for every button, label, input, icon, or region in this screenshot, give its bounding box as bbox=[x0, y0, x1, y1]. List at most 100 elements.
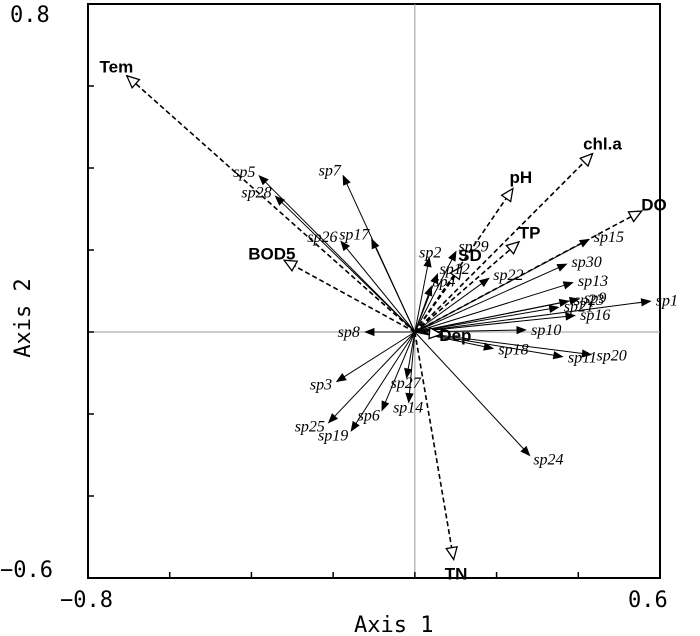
species-label: sp10 bbox=[531, 322, 561, 339]
environmental-label: pH bbox=[509, 168, 532, 187]
species-arrow-sp14 bbox=[408, 331, 416, 402]
species-arrow-sp16 bbox=[414, 315, 575, 333]
environmental-arrow-TP bbox=[414, 241, 520, 333]
species-label: sp4 bbox=[433, 273, 455, 290]
species-arrowhead-sp29 bbox=[448, 250, 457, 262]
species-arrowhead-sp26 bbox=[340, 240, 351, 252]
species-label: sp18 bbox=[498, 342, 528, 359]
environmental-arrowhead-BOD5 bbox=[282, 259, 299, 273]
species-labels: sp1 sp2 sp3 sp4 sp5 sp6 sp7 sp8 sp9 sp10 sp11 sp12 s… bbox=[233, 163, 678, 469]
species-arrowhead-sp25 bbox=[327, 413, 339, 424]
species-label: sp2 bbox=[419, 244, 441, 261]
species-arrowhead-sp3 bbox=[335, 373, 347, 383]
species-arrow-sp5 bbox=[259, 175, 416, 333]
environmental-arrows bbox=[125, 74, 643, 562]
species-label: sp23 bbox=[574, 292, 604, 309]
species-arrow-sp23 bbox=[414, 300, 569, 333]
environmental-label: TP bbox=[519, 224, 541, 243]
species-label: sp12 bbox=[440, 261, 470, 278]
species-label: sp21 bbox=[564, 298, 594, 315]
species-arrow-sp26 bbox=[340, 241, 416, 333]
species-arrowhead-sp22 bbox=[478, 277, 490, 288]
environmental-arrowhead-SD bbox=[449, 265, 463, 281]
species-arrowhead-sp20 bbox=[581, 349, 593, 358]
environmental-arrowhead-Dep bbox=[428, 326, 443, 340]
species-arrow-sp19 bbox=[351, 331, 416, 431]
species-arrow-sp13 bbox=[414, 282, 573, 333]
species-arrowhead-sp2 bbox=[423, 256, 432, 268]
species-label: sp30 bbox=[572, 254, 602, 271]
environmental-arrowhead-chl.a bbox=[579, 152, 594, 168]
species-arrowhead-sp9 bbox=[568, 296, 581, 305]
species-arrow-sp28 bbox=[275, 196, 416, 333]
species-label: sp5 bbox=[233, 164, 255, 181]
y-tick-label-min: −0.6 bbox=[0, 558, 53, 583]
environmental-label: Dep bbox=[439, 326, 471, 345]
species-arrowhead-sp1 bbox=[640, 298, 652, 307]
species-arrowhead-sp19 bbox=[350, 420, 360, 432]
species-arrow-sp2 bbox=[414, 258, 430, 333]
species-label: sp8 bbox=[338, 324, 360, 341]
environmental-arrow-BOD5 bbox=[283, 259, 416, 333]
environmental-arrow-TN bbox=[414, 331, 455, 560]
species-arrowhead-sp23 bbox=[558, 298, 570, 308]
species-label: sp1 bbox=[656, 292, 678, 309]
species-label: sp25 bbox=[295, 419, 325, 436]
species-label: sp11 bbox=[568, 350, 597, 367]
species-arrowhead-sp6 bbox=[381, 400, 390, 412]
species-arrow-sp3 bbox=[336, 331, 416, 382]
environmental-arrowhead-Tem bbox=[125, 74, 141, 90]
species-arrowhead-sp12 bbox=[430, 272, 439, 285]
species-label: sp6 bbox=[358, 407, 380, 424]
species-label: sp14 bbox=[393, 400, 423, 417]
species-label: sp29 bbox=[458, 239, 488, 256]
environmental-labels: Tem chl.a pH DO TP SD BOD5 Dep TN bbox=[100, 57, 667, 583]
species-arrowhead-sp17 bbox=[371, 238, 380, 250]
environmental-arrowhead-TN bbox=[445, 545, 458, 562]
species-label: sp27 bbox=[390, 375, 421, 392]
environmental-label: Tem bbox=[100, 57, 134, 76]
species-label: sp7 bbox=[319, 163, 342, 180]
environmental-arrowhead-pH bbox=[500, 187, 514, 203]
species-arrowhead-sp21 bbox=[548, 304, 560, 313]
species-arrowhead-sp11 bbox=[552, 351, 564, 360]
y-axis-title: Axis 2 bbox=[11, 278, 36, 357]
environmental-arrowhead-TP bbox=[505, 240, 521, 256]
species-arrowhead-sp8 bbox=[364, 327, 375, 337]
environmental-arrow-Tem bbox=[126, 75, 416, 333]
species-label: sp26 bbox=[307, 229, 337, 246]
species-arrow-sp25 bbox=[328, 331, 416, 423]
species-arrow-sp21 bbox=[414, 306, 558, 333]
species-arrow-sp22 bbox=[414, 278, 489, 333]
species-arrow-sp6 bbox=[381, 331, 416, 411]
environmental-arrowhead-DO bbox=[627, 210, 643, 223]
species-arrowhead-sp5 bbox=[258, 174, 269, 186]
species-arrow-sp20 bbox=[414, 331, 591, 356]
environmental-label: BOD5 bbox=[248, 245, 295, 264]
x-axis-title: Axis 1 bbox=[354, 613, 433, 636]
species-arrow-sp18 bbox=[414, 331, 493, 349]
species-arrow-sp24 bbox=[414, 331, 530, 456]
environmental-label: chl.a bbox=[583, 135, 622, 154]
environmental-arrow-chl.a bbox=[414, 153, 594, 333]
environmental-label: DO bbox=[641, 195, 667, 214]
y-tick-label-max: 0.8 bbox=[10, 3, 50, 28]
species-arrowhead-sp13 bbox=[562, 281, 574, 290]
species-arrowhead-sp7 bbox=[342, 174, 351, 186]
plot-border bbox=[87, 3, 661, 579]
species-arrow-sp17 bbox=[371, 239, 416, 333]
plot-frame bbox=[87, 3, 661, 579]
species-label: sp19 bbox=[318, 427, 348, 444]
species-arrow-sp12 bbox=[414, 274, 438, 333]
environmental-arrow-Dep bbox=[414, 331, 442, 335]
environmental-label: SD bbox=[458, 246, 482, 265]
species-arrowhead-sp16 bbox=[565, 312, 576, 321]
species-label: sp9 bbox=[584, 290, 606, 307]
species-label: sp3 bbox=[310, 376, 332, 393]
x-tick-label-min: −0.8 bbox=[60, 588, 113, 613]
species-arrowhead-sp30 bbox=[556, 263, 568, 272]
species-arrow-sp30 bbox=[414, 263, 567, 333]
species-label: sp22 bbox=[493, 267, 523, 284]
environmental-arrow-DO bbox=[414, 210, 642, 333]
